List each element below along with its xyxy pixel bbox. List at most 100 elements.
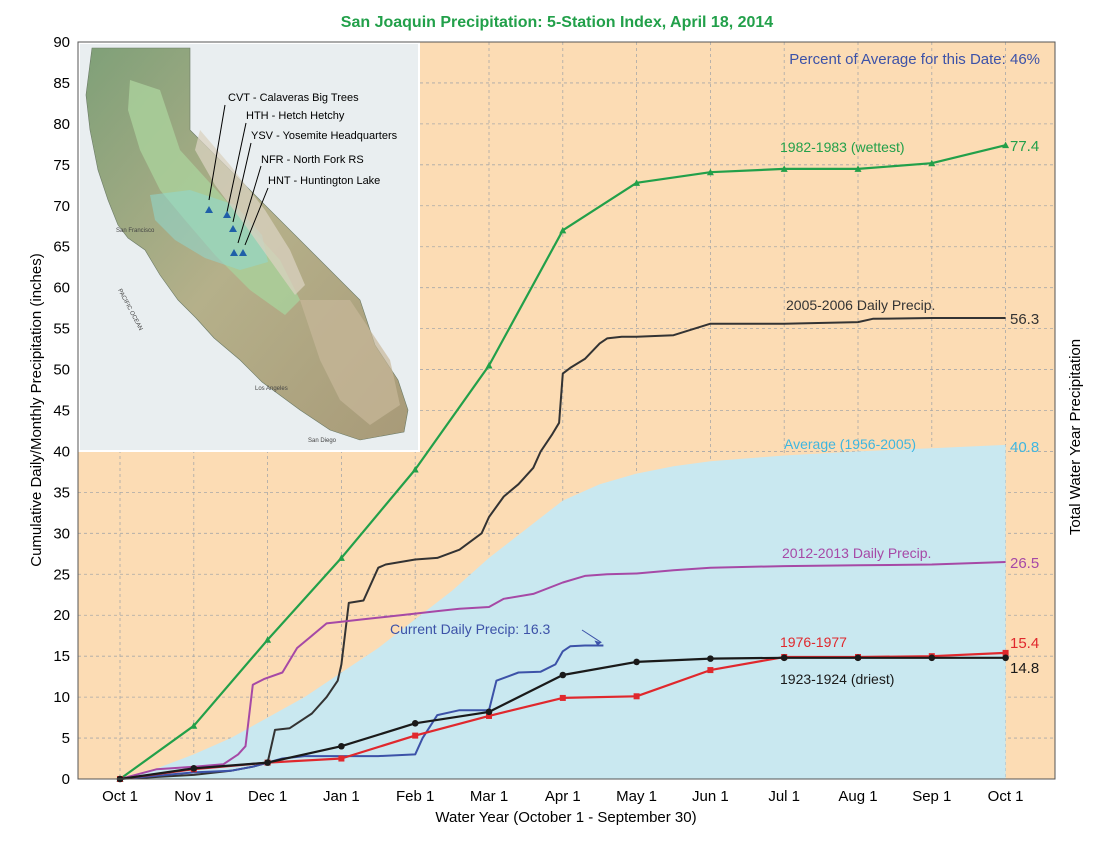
y-tick-label: 10 bbox=[53, 689, 70, 706]
point-1976-1977 bbox=[1002, 649, 1009, 656]
line-2005-2006-daily-precip bbox=[119, 317, 1006, 780]
y-tick-label: 30 bbox=[53, 525, 70, 542]
city-label-la: Los Angeles bbox=[255, 386, 288, 392]
percent-of-average: Percent of Average for this Date: 46% bbox=[789, 51, 1040, 68]
point-1976-1977 bbox=[412, 732, 419, 739]
station-label-cvt: CVT - Calaveras Big Trees bbox=[228, 92, 359, 104]
x-tick-label: Jan 1 bbox=[323, 788, 360, 805]
station-pointers bbox=[208, 104, 269, 246]
point-1976-1977 bbox=[338, 755, 345, 762]
point-1923-1924-driest bbox=[411, 720, 419, 727]
point-1923-1924-driest bbox=[928, 654, 936, 662]
point-1982-1983-wettest bbox=[854, 165, 862, 172]
station-marker-hnt bbox=[239, 249, 247, 256]
x-tick-label: May 1 bbox=[616, 788, 657, 805]
total-label-2005-2006-daily-precip: 56.3 bbox=[1010, 311, 1039, 328]
axis-ticks: 0 5 10 15 20 25 30 35 40 45 50 55 60 65 70 75 80 85 90 Oct … bbox=[53, 34, 1023, 805]
point-1982-1983-wettest bbox=[411, 465, 419, 473]
plot-frame bbox=[77, 41, 1056, 780]
x-tick-label: Jul 1 bbox=[768, 788, 800, 805]
point-1923-1924-driest bbox=[338, 742, 345, 750]
point-1976-1977 bbox=[633, 693, 640, 700]
x-tick-label: Aug 1 bbox=[838, 788, 877, 805]
y-tick-label: 70 bbox=[53, 198, 70, 215]
x-tick-label: Apr 1 bbox=[545, 788, 581, 805]
sierra-nevada bbox=[195, 130, 305, 295]
total-label-1982-1983-wettest: 77.4 bbox=[1010, 138, 1039, 155]
series-label-1982-1983-wettest: 1982-1983 (wettest) bbox=[780, 139, 905, 155]
x-axis-label: Water Year (October 1 - September 30) bbox=[435, 809, 696, 826]
x-tick-label: Oct 1 bbox=[102, 788, 138, 805]
point-1923-1924-driest bbox=[264, 759, 271, 766]
point-1982-1983-wettest bbox=[928, 159, 936, 167]
station-marker-hth bbox=[223, 211, 231, 218]
point-1923-1924-driest bbox=[190, 765, 198, 772]
line-2012-2013-daily-precip bbox=[119, 561, 1006, 780]
point-1982-1983-wettest bbox=[1002, 141, 1010, 149]
station-label-hth: HTH - Hetch Hetchy bbox=[246, 110, 345, 122]
area-average-1956-2005 bbox=[120, 444, 1006, 779]
point-1982-1983-wettest bbox=[190, 722, 198, 729]
chart-title: San Joaquin Precipitation: 5-Station Ind… bbox=[341, 14, 774, 31]
point-1982-1983-wettest bbox=[485, 361, 493, 369]
series-label-1923-1924-driest: 1923-1924 (driest) bbox=[780, 671, 894, 687]
y-tick-label: 35 bbox=[53, 484, 70, 501]
current-label-pointer bbox=[581, 629, 602, 643]
point-1982-1983-wettest bbox=[264, 636, 272, 643]
point-1923-1924-driest bbox=[1002, 654, 1009, 662]
y-tick-label: 75 bbox=[53, 157, 70, 174]
station-marker-cvt bbox=[205, 206, 213, 213]
point-1923-1924-driest bbox=[780, 654, 788, 662]
x-tick-label: Mar 1 bbox=[470, 788, 508, 805]
current-label-arrowhead bbox=[594, 640, 602, 646]
y-tick-label: 80 bbox=[53, 116, 70, 133]
point-1982-1983-wettest bbox=[780, 165, 788, 172]
point-1982-1983-wettest bbox=[559, 226, 567, 234]
y-tick-label: 15 bbox=[53, 648, 70, 665]
total-label-1923-1924-driest: 14.8 bbox=[1010, 660, 1039, 677]
point-1923-1924-driest bbox=[485, 708, 493, 716]
point-1976-1977 bbox=[559, 694, 566, 701]
y-tick-label: 90 bbox=[53, 34, 70, 51]
point-1923-1924-driest bbox=[854, 654, 862, 662]
point-1982-1983-wettest bbox=[633, 179, 641, 186]
series-labels: Average (1956-2005) 40.8 1982-1983 (wettes… bbox=[390, 138, 1039, 687]
station-label-nfr: NFR - North Fork RS bbox=[261, 154, 364, 166]
total-label-2012-2013-daily-precip: 26.5 bbox=[1010, 555, 1039, 572]
y-tick-label: 55 bbox=[53, 321, 70, 338]
station-label-hnt: HNT - Huntington Lake bbox=[268, 175, 380, 187]
y-tick-label: 25 bbox=[53, 566, 70, 583]
station-label-ysv: YSV - Yosemite Headquarters bbox=[251, 130, 398, 142]
y-tick-label: 40 bbox=[53, 443, 70, 460]
point-1923-1924-driest bbox=[559, 671, 567, 679]
y-tick-label: 20 bbox=[53, 607, 70, 624]
series-label-1976-1977: 1976-1977 bbox=[780, 634, 847, 650]
station-legend: CVT - Calaveras Big Trees HTH - Hetch He… bbox=[228, 92, 398, 187]
california-map-inset: San Francisco Los Angeles San Diego PACI… bbox=[78, 42, 420, 452]
series-label-current-daily-precip-16-3: Current Daily Precip: 16.3 bbox=[390, 621, 551, 637]
point-1976-1977 bbox=[707, 667, 714, 674]
total-label-average-1956-2005: 40.8 bbox=[1010, 439, 1039, 456]
x-tick-label: Nov 1 bbox=[174, 788, 213, 805]
y-tick-label: 45 bbox=[53, 403, 70, 420]
y-tick-label: 60 bbox=[53, 280, 70, 297]
point-1976-1977 bbox=[486, 712, 492, 719]
x-tick-label: Oct 1 bbox=[988, 788, 1024, 805]
y-tick-label: 85 bbox=[53, 75, 70, 92]
x-tick-label: Sep 1 bbox=[912, 788, 951, 805]
series-label-2005-2006-daily-precip: 2005-2006 Daily Precip. bbox=[786, 297, 935, 313]
y-tick-label: 0 bbox=[62, 771, 70, 788]
y-axis-label-right: Total Water Year Precipitation bbox=[1067, 339, 1084, 535]
y-tick-label: 65 bbox=[53, 239, 70, 256]
y-tick-label: 50 bbox=[53, 362, 70, 379]
city-label-sd: San Diego bbox=[308, 438, 337, 444]
point-1923-1924-driest bbox=[707, 655, 714, 662]
series-layer bbox=[116, 141, 1010, 783]
station-marker-ysv bbox=[229, 225, 237, 232]
station-marker-nfr bbox=[230, 249, 238, 256]
desert-region bbox=[300, 300, 400, 425]
y-tick-label: 5 bbox=[62, 730, 70, 747]
x-tick-label: Feb 1 bbox=[396, 788, 434, 805]
total-label-1976-1977: 15.4 bbox=[1010, 635, 1039, 652]
